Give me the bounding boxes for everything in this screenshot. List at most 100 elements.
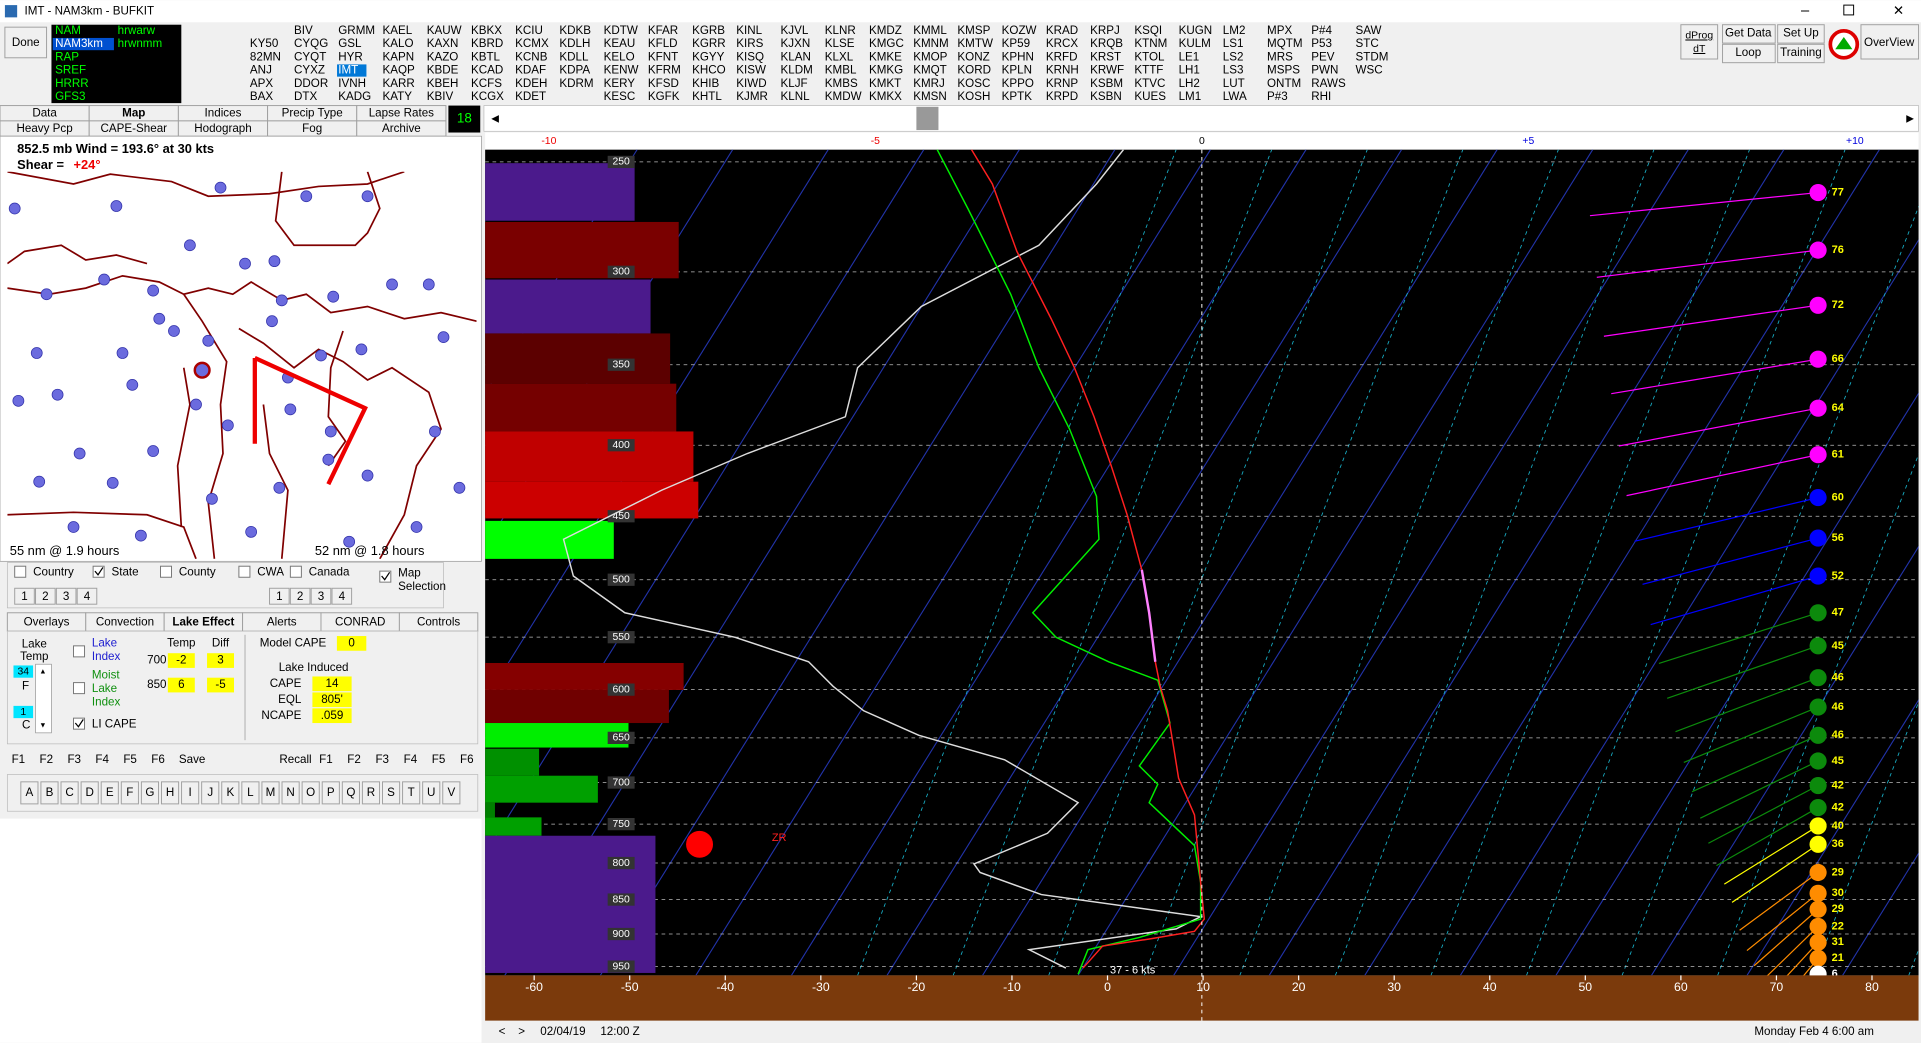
station-dot[interactable] (147, 445, 160, 457)
station[interactable]: BAX (250, 90, 274, 103)
station[interactable]: KP59 (1002, 37, 1030, 50)
temp-f-field[interactable] (13, 665, 34, 678)
checkbox[interactable] (238, 565, 251, 578)
station-dot[interactable] (190, 398, 202, 411)
station[interactable]: KLXL (825, 50, 854, 63)
station[interactable]: KRNH (1046, 64, 1079, 77)
maximize[interactable] (1843, 4, 1855, 16)
checkbox[interactable] (14, 565, 27, 578)
station[interactable]: RHI (1311, 90, 1331, 103)
station[interactable]: KY50 (250, 37, 279, 50)
selected-station[interactable] (193, 361, 211, 379)
station[interactable]: DDOR (294, 77, 328, 90)
station[interactable]: LS3 (1223, 64, 1244, 77)
station-dot[interactable] (116, 347, 129, 359)
station[interactable]: KMRJ (913, 77, 945, 90)
recall-key[interactable]: Recall (279, 753, 311, 766)
page-button[interactable] (35, 587, 56, 605)
model-run[interactable]: hrwarw (118, 24, 156, 37)
station-dot[interactable] (214, 181, 227, 194)
checkbox[interactable] (289, 565, 302, 578)
station[interactable]: KDET (515, 90, 546, 103)
station[interactable]: KMBS (825, 77, 858, 90)
scroll-right[interactable]: ▶ (1906, 114, 1914, 125)
station[interactable]: LH2 (1179, 77, 1200, 90)
function-key[interactable]: F3 (375, 753, 389, 766)
station-dot[interactable] (268, 255, 281, 268)
station[interactable]: KIRS (736, 37, 763, 50)
letter-button[interactable] (261, 781, 280, 805)
station-dot[interactable] (98, 273, 111, 286)
station[interactable]: KJVL (781, 24, 809, 37)
station[interactable]: KBIV (427, 90, 454, 103)
station[interactable]: KMQT (913, 64, 947, 77)
station-dot[interactable] (67, 521, 80, 533)
station[interactable]: STC (1355, 37, 1378, 50)
station-dot[interactable] (153, 312, 166, 325)
station[interactable]: RAWS (1311, 77, 1346, 90)
prev-button[interactable]: < (499, 1025, 506, 1038)
station-dot[interactable] (184, 239, 196, 252)
page-button[interactable] (331, 587, 353, 605)
letter-button[interactable] (140, 781, 160, 805)
station[interactable]: KUES (1134, 90, 1166, 103)
station-dot[interactable] (239, 257, 251, 270)
station-dot[interactable] (202, 334, 215, 347)
station[interactable]: KLSE (825, 37, 855, 50)
station[interactable]: KBRD (471, 37, 503, 50)
station[interactable]: KTNM (1134, 37, 1167, 50)
letter-button[interactable] (201, 781, 220, 805)
station[interactable]: KRCX (1046, 37, 1079, 50)
station-dot[interactable] (322, 453, 335, 466)
station-dot[interactable] (275, 294, 288, 307)
letter-button[interactable] (381, 781, 401, 805)
letter-button[interactable] (20, 781, 39, 805)
station[interactable]: KLNL (781, 90, 811, 103)
station-dot[interactable] (30, 347, 43, 359)
station[interactable]: KCNB (515, 50, 548, 63)
station[interactable]: KMML (913, 24, 947, 37)
station[interactable]: LE1 (1179, 50, 1200, 63)
station[interactable]: KOZW (1002, 24, 1037, 37)
station[interactable]: MQTM (1267, 37, 1303, 50)
station[interactable]: KGRB (692, 24, 725, 37)
model[interactable]: NAM3km (55, 37, 103, 50)
station[interactable]: KGRR (692, 37, 726, 50)
station[interactable]: KLJF (781, 77, 808, 90)
station[interactable]: KDAF (515, 64, 546, 77)
station[interactable]: P#4 (1311, 24, 1332, 37)
station[interactable]: KPHN (1002, 50, 1034, 63)
station[interactable]: KRAD (1046, 24, 1078, 37)
station[interactable]: KDTW (604, 24, 638, 37)
scroll-thumb[interactable] (916, 106, 939, 131)
get-data-button[interactable] (1722, 24, 1776, 44)
page-button[interactable] (269, 587, 290, 605)
station[interactable]: KRPD (1046, 90, 1078, 103)
station[interactable]: KRQB (1090, 37, 1123, 50)
station[interactable]: KAQP (382, 64, 415, 77)
station-dot[interactable] (51, 388, 64, 401)
station[interactable]: KGYY (692, 50, 725, 63)
letter-button[interactable] (80, 781, 99, 805)
station[interactable]: KTOL (1134, 50, 1165, 63)
station[interactable]: KISQ (736, 50, 764, 63)
station[interactable]: CYQG (294, 37, 328, 50)
station[interactable]: ONTM (1267, 77, 1301, 90)
function-key[interactable]: F5 (432, 753, 446, 766)
station[interactable]: KDPA (559, 64, 590, 77)
station[interactable]: KCIU (515, 24, 543, 37)
letter-button[interactable] (100, 781, 119, 805)
function-key[interactable]: F6 (151, 753, 165, 766)
station[interactable]: P#3 (1267, 90, 1288, 103)
station[interactable]: KFSD (648, 77, 679, 90)
checkbox[interactable] (73, 717, 86, 730)
station[interactable]: SAW (1355, 24, 1381, 37)
station[interactable]: KRPJ (1090, 24, 1120, 37)
station[interactable]: KBEH (427, 77, 459, 90)
station[interactable]: KMGC (869, 37, 904, 50)
page-button[interactable] (310, 587, 332, 605)
function-key[interactable]: F1 (12, 753, 26, 766)
station-dot[interactable] (410, 521, 423, 533)
station[interactable]: KOSH (957, 90, 990, 103)
station[interactable]: KOSC (957, 77, 990, 90)
